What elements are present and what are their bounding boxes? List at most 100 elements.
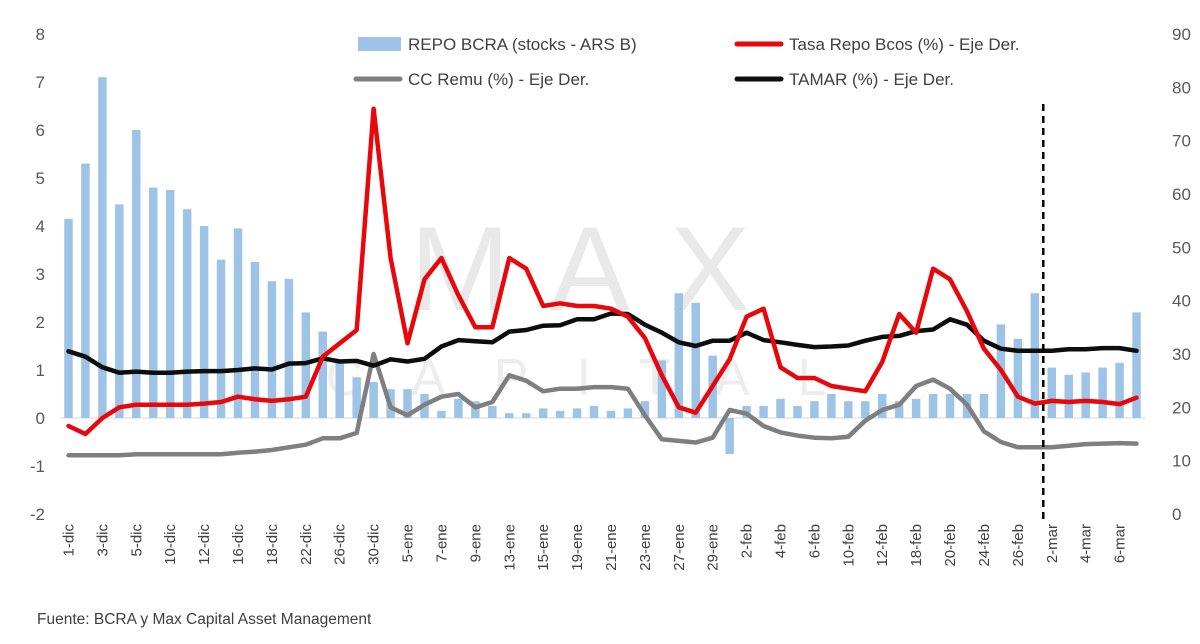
x-tick-label: 18-dic	[264, 524, 281, 565]
repo-bar	[810, 401, 819, 418]
x-tick-label: 6-mar	[1112, 524, 1129, 563]
repo-bars	[64, 77, 1141, 454]
y-left-tick-label: 4	[36, 217, 45, 236]
x-tick-label: 27-ene	[671, 524, 688, 571]
y-left-tick-label: -2	[30, 505, 45, 524]
x-tick-label: 4-mar	[1078, 524, 1095, 563]
repo-bar	[1047, 367, 1056, 418]
repo-bar	[861, 401, 870, 418]
repo-bar	[488, 406, 497, 418]
repo-bar	[606, 410, 616, 418]
x-tick-label: 1-dic	[60, 524, 77, 557]
x-tick-label: 19-ene	[569, 524, 586, 571]
repo-bar	[233, 228, 243, 418]
x-tick-label: 2-feb	[739, 524, 756, 558]
repo-bar	[454, 398, 463, 418]
y-left-tick-label: 7	[36, 73, 45, 92]
y-right-tick-label: 30	[1172, 345, 1191, 364]
x-tick-label: 15-ene	[535, 524, 552, 571]
legend: REPO BCRA (stocks - ARS B) Tasa Repo Bco…	[353, 35, 1020, 89]
y-right-tick-label: 40	[1172, 292, 1191, 311]
x-tick-label: 12-dic	[196, 524, 213, 565]
repo-bar	[437, 410, 446, 418]
repo-bar	[352, 377, 361, 418]
x-tick-label: 24-feb	[976, 524, 993, 567]
repo-bar	[521, 413, 531, 418]
x-tick-label: 30-dic	[366, 524, 383, 565]
repo-bar	[369, 382, 378, 418]
repo-bar	[250, 262, 260, 418]
right-axis-ticks: 0 10 20 30 40 50 60 70 80 90	[1172, 25, 1191, 524]
repo-bar	[182, 209, 192, 418]
legend-label-tamar: TAMAR (%) - Eje Der.	[789, 70, 954, 89]
rate-lines	[66, 106, 1139, 458]
y-left-tick-label: 1	[36, 361, 45, 380]
repo-bar	[877, 394, 887, 418]
x-tick-label: 18-feb	[908, 524, 925, 567]
repo-bar	[691, 302, 700, 418]
y-left-tick-label: 6	[36, 121, 45, 140]
x-tick-label: 3-dic	[94, 524, 111, 557]
repo-bar	[657, 360, 667, 418]
y-left-tick-label: -1	[30, 457, 45, 476]
y-right-tick-label: 90	[1172, 25, 1191, 44]
repo-bar	[793, 406, 802, 418]
repo-bar	[267, 281, 277, 418]
y-left-tick-label: 2	[36, 313, 45, 332]
repo-bar	[1013, 338, 1023, 418]
repo-bar	[945, 394, 955, 418]
repo-bar	[674, 293, 684, 418]
repo-bar	[911, 398, 921, 418]
x-tick-label: 4-feb	[773, 524, 790, 558]
y-left-tick-label: 8	[36, 25, 45, 44]
x-tick-label: 5-ene	[400, 524, 417, 562]
y-right-tick-label: 70	[1172, 132, 1191, 151]
x-tick-label: 13-ene	[501, 524, 518, 571]
repo-bar	[844, 401, 853, 418]
legend-label-ccremu: CC Remu (%) - Eje Der.	[408, 70, 589, 89]
repo-bar	[979, 394, 989, 418]
y-left-tick-label: 5	[36, 169, 45, 188]
y-right-tick-label: 80	[1172, 78, 1191, 97]
y-right-tick-label: 20	[1172, 398, 1191, 417]
ccremu-line	[66, 351, 1139, 458]
repo-bar	[759, 406, 768, 418]
x-tick-label: 10-dic	[162, 524, 179, 565]
repo-bar	[81, 163, 90, 418]
y-right-tick-label: 0	[1172, 505, 1181, 524]
source-note: Fuente: BCRA y Max Capital Asset Managem…	[37, 611, 372, 628]
repo-bar	[555, 410, 565, 418]
y-right-tick-label: 60	[1172, 185, 1191, 204]
repo-bar	[1030, 293, 1040, 418]
x-tick-label: 12-feb	[874, 524, 891, 567]
y-left-tick-label: 0	[36, 409, 45, 428]
repo-bar	[1081, 372, 1090, 418]
tasa-line	[66, 106, 1139, 437]
repo-bar	[115, 204, 124, 418]
repo-bar	[284, 278, 294, 418]
repo-bar	[165, 190, 175, 418]
repo-bar	[403, 389, 412, 418]
x-tick-label: 5-dic	[128, 524, 145, 557]
y-right-tick-label: 10	[1172, 452, 1191, 471]
repo-bar	[98, 77, 107, 418]
repo-bar	[640, 401, 650, 418]
repo-bar	[318, 331, 328, 418]
repo-bar	[64, 218, 73, 418]
x-tick-label: 20-feb	[942, 524, 959, 567]
repo-bar	[1098, 367, 1107, 418]
repo-bar	[149, 187, 158, 418]
x-tick-label: 7-ene	[433, 524, 450, 562]
x-tick-label: 6-feb	[806, 524, 823, 558]
y-right-tick-label: 50	[1172, 238, 1191, 257]
repo-bar	[1132, 312, 1141, 418]
legend-label-tasa: Tasa Repo Bcos (%) - Eje Der.	[789, 35, 1020, 54]
repo-bar	[776, 398, 785, 418]
repo-bar	[1064, 374, 1073, 418]
repo-bar	[199, 226, 209, 418]
repo-bar	[827, 394, 836, 418]
x-tick-label: 26-feb	[1010, 524, 1027, 567]
repo-bar	[335, 362, 344, 418]
x-tick-label: 16-dic	[230, 524, 247, 565]
